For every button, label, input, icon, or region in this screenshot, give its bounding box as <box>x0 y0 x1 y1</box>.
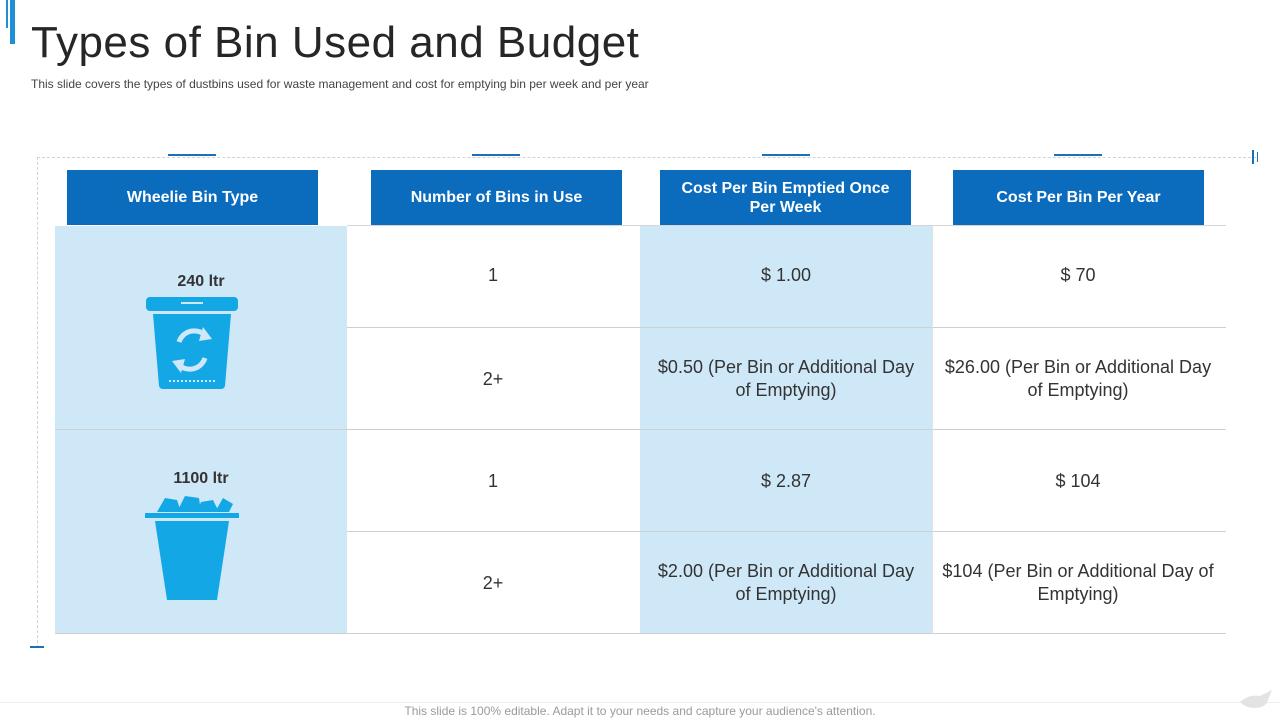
table-row-divider <box>55 429 1226 430</box>
weekly-cost-column-bg <box>640 226 932 634</box>
frame-corner-mark <box>1252 150 1254 164</box>
table-cell-weekly-cost: $ 1.00 <box>760 265 812 285</box>
header-cost-per-week: Cost Per Bin Emptied Once Per Week <box>660 170 911 225</box>
corner-logo-icon <box>1240 690 1272 708</box>
header-cost-per-year: Cost Per Bin Per Year <box>953 170 1204 225</box>
table-cell-yearly-cost: $ 70 <box>1060 265 1096 285</box>
slide-title: Types of Bin Used and Budget <box>31 18 640 67</box>
table-frame <box>37 157 1256 648</box>
header-number-of-bins: Number of Bins in Use <box>371 170 622 225</box>
table-cell-yearly-cost: $26.00 (Per Bin or Additional Day of Emp… <box>944 357 1212 400</box>
table-cell-count: 2+ <box>482 572 504 593</box>
table-cell-weekly-cost: $0.50 (Per Bin or Additional Day of Empt… <box>657 357 915 400</box>
table-cell-yearly-cost: $104 (Per Bin or Additional Day of Empty… <box>942 561 1214 604</box>
frame-corner-mark <box>30 646 44 648</box>
frame-corner-mark <box>1257 152 1258 162</box>
table-col-divider <box>932 226 933 634</box>
footer-divider <box>0 702 1280 703</box>
table-cell-weekly-cost: $ 2.87 <box>760 470 812 491</box>
table-cell-yearly-cost: $ 104 <box>1055 470 1101 491</box>
header-wheelie-bin-type: Wheelie Bin Type <box>67 170 318 225</box>
table-cell-weekly-cost: $2.00 (Per Bin or Additional Day of Empt… <box>657 561 915 604</box>
overflowing-bin-icon <box>145 496 239 600</box>
header-tick <box>472 154 520 156</box>
table-row-divider <box>347 327 1226 328</box>
title-accent-bar-thin <box>6 0 8 28</box>
table-cell-count: 2+ <box>482 368 504 389</box>
title-accent-bar <box>10 0 15 44</box>
slide-subtitle: This slide covers the types of dustbins … <box>31 77 649 91</box>
table-cell-count: 1 <box>487 470 498 491</box>
header-tick <box>762 154 810 156</box>
header-tick <box>168 154 216 156</box>
bin-type-label: 1100 ltr <box>173 470 229 487</box>
table-cell-count: 1 <box>487 265 498 285</box>
header-tick <box>1054 154 1102 156</box>
bin-type-label: 240 ltr <box>177 273 225 290</box>
table-row-divider <box>347 531 1226 532</box>
table-row-divider <box>55 633 1226 634</box>
slide-footer-note: This slide is 100% editable. Adapt it to… <box>404 704 876 718</box>
table-row-divider <box>347 225 1226 226</box>
recycle-bin-icon <box>146 297 238 389</box>
